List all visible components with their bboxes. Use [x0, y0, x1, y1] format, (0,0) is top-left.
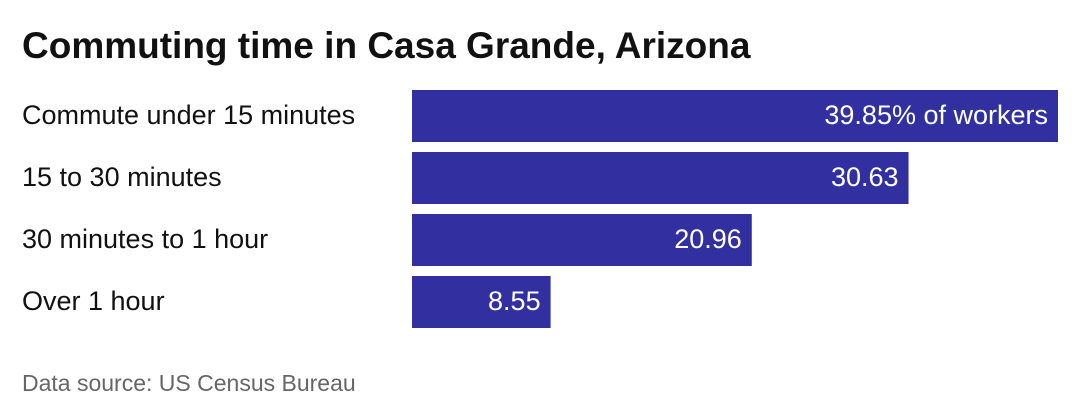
category-label: Over 1 hour [22, 286, 165, 316]
bar [412, 214, 752, 266]
bar [412, 152, 909, 204]
value-label: 8.55 [488, 286, 541, 316]
value-label: 39.85% of workers [824, 100, 1048, 130]
category-label: Commute under 15 minutes [22, 100, 355, 130]
bar [412, 90, 1058, 142]
category-label: 15 to 30 minutes [22, 162, 222, 192]
bar [412, 276, 551, 328]
category-label: 30 minutes to 1 hour [22, 224, 268, 254]
value-label: 20.96 [674, 224, 742, 254]
chart-title: Commuting time in Casa Grande, Arizona [22, 25, 751, 66]
value-label: 30.63 [831, 162, 899, 192]
source-note: Data source: US Census Bureau [22, 370, 356, 396]
